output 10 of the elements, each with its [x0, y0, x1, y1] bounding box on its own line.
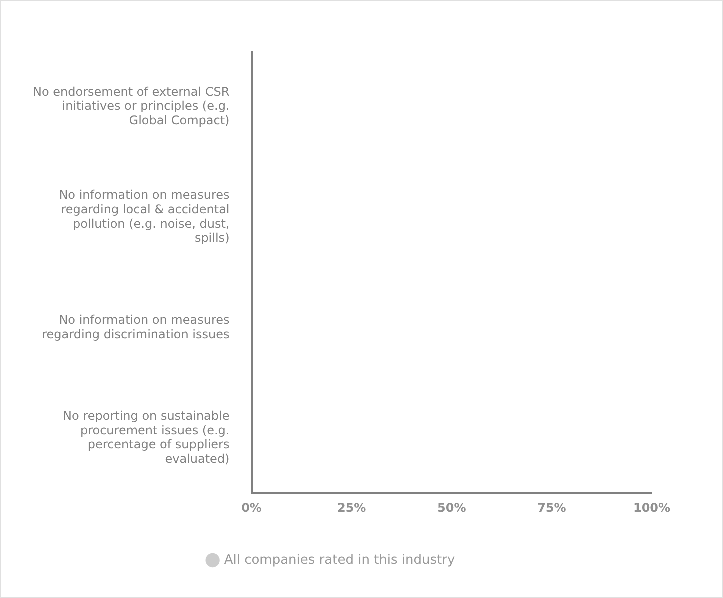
- y-tick-label: No reporting on sustainable procurement issues (e.g. percentage of suppliers evaluated): [63, 408, 230, 466]
- x-tick-label: 50%: [438, 500, 466, 515]
- legend-label: All companies rated in this industry: [224, 552, 456, 568]
- x-tick-label: 75%: [538, 500, 566, 515]
- x-tick-label: 100%: [633, 500, 671, 515]
- y-tick-label: No endorsement of external CSR initiatives or principles (e.g. Global Compact): [32, 84, 230, 128]
- y-tick-label: No information on measures regarding local & accidental pollution (e.g. noise, dust, spills): [59, 188, 230, 246]
- x-tick-label: 25%: [337, 500, 366, 515]
- x-tick-label: 0%: [242, 500, 262, 515]
- y-tick-label: No information on measures regarding discrimination issues: [42, 312, 230, 342]
